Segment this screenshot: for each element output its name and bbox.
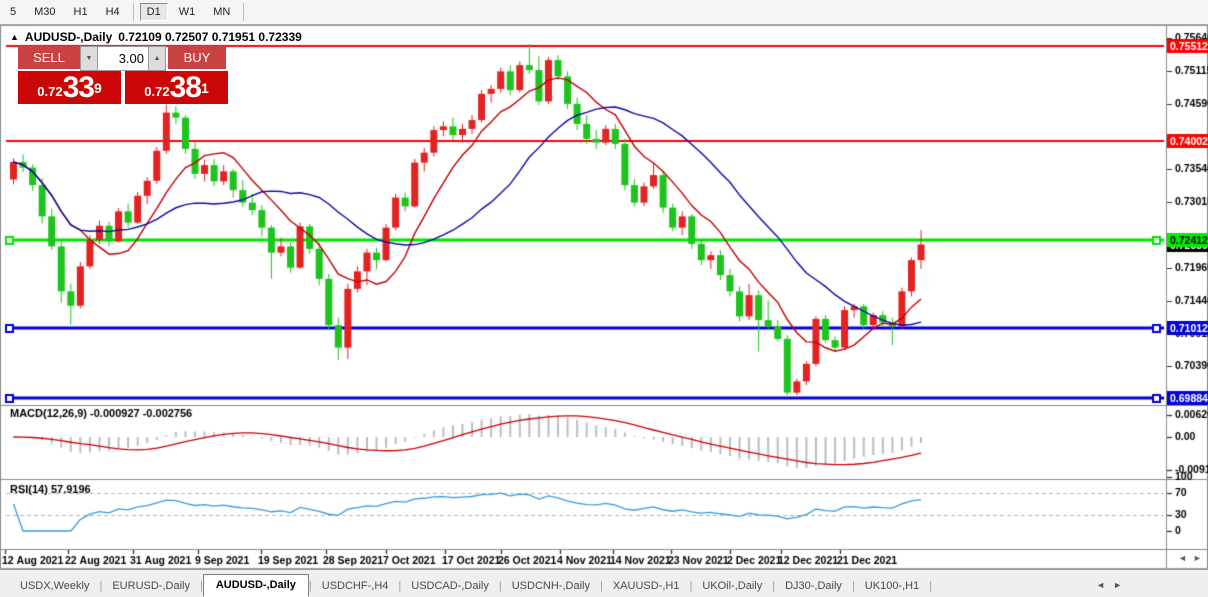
volume-input[interactable] [98,46,148,71]
buy-price-pips: 38 [169,71,202,104]
sell-button[interactable]: SELL [18,46,80,71]
tab-separator: | [689,580,693,592]
timeframe-button-h4[interactable]: H4 [105,6,120,18]
tab-separator: | [99,580,103,592]
collapse-indicator-icon[interactable]: ▲ [10,32,19,42]
timeframe-button-5[interactable]: 5 [10,6,17,18]
tab-separator: | [498,580,502,592]
toolbar-divider [243,3,245,21]
buy-price-prefix: 0.72 [144,84,170,99]
tab-usdcad-daily[interactable]: USDCAD-,Daily [411,580,489,592]
buy-price-point: 1 [200,80,209,96]
tabbar-scroll-right-icon[interactable]: ► [1113,580,1122,590]
symbol-tabbar: USDX,Weekly | EURUSD-,Daily | AUDUSD-,Daily |… [0,569,1208,597]
tab-separator: | [199,580,203,592]
tab-xauusd-h1[interactable]: XAUUSD-,H1 [612,580,680,592]
tab-ukoil-daily[interactable]: UKOil-,Daily [702,580,763,592]
one-click-trading-panel: SELL ▼ ▲ BUY 0.72 33 9 0.72 38 1 [18,46,228,104]
timeframe-button-w1[interactable]: W1 [178,6,196,18]
tab-separator: | [772,580,776,592]
tab-usdcnh-daily[interactable]: USDCNH-,Daily [511,580,590,592]
buy-button[interactable]: BUY [168,46,226,71]
chart-header: ▲ AUDUSD-,Daily 0.72109 0.72507 0.71951 … [10,30,302,44]
sell-price-prefix: 0.72 [37,84,63,99]
toolbar-divider [132,3,134,21]
chart-scroll-arrows: ◄ ► [1178,553,1202,563]
tab-separator: | [599,580,603,592]
chart-symbol-label: AUDUSD-,Daily [24,30,113,44]
chart-scroll-right-icon[interactable]: ► [1192,553,1202,563]
tab-separator: | [851,580,855,592]
timeframe-button-m30[interactable]: M30 [34,6,56,18]
sell-price-point: 9 [93,80,102,96]
tab-usdx-weekly[interactable]: USDX,Weekly [20,580,90,592]
volume-increase-button[interactable]: ▲ [148,46,166,71]
timeframe-button-d1[interactable]: D1 [139,3,168,21]
tabbar-scroll-arrows: ◄ ► [1096,580,1122,590]
tab-usdchf-h4[interactable]: USDCHF-,H4 [321,580,389,592]
timeframe-button-h1[interactable]: H1 [73,6,88,18]
chart-ohlc-values: 0.72109 0.72507 0.71951 0.72339 [118,30,302,44]
tab-separator: | [398,580,402,592]
tab-separator: | [929,580,933,592]
volume-decrease-button[interactable]: ▼ [80,46,98,71]
tab-separator: | [308,580,312,592]
chart-scroll-left-icon[interactable]: ◄ [1178,553,1187,563]
sell-price-display[interactable]: 0.72 33 9 [18,71,121,104]
tab-audusd-daily[interactable]: AUDUSD-,Daily [202,574,309,597]
sell-price-pips: 33 [62,71,95,104]
tab-eurusd-daily[interactable]: EURUSD-,Daily [112,580,190,592]
buy-price-display[interactable]: 0.72 38 1 [125,71,228,104]
timeframe-toolbar: 5 M30 H1 H4 D1 W1 MN [0,0,1208,25]
tab-dj30-daily[interactable]: DJ30-,Daily [785,580,842,592]
tab-uk100-h1[interactable]: UK100-,H1 [864,580,920,592]
tabbar-scroll-left-icon[interactable]: ◄ [1096,580,1106,590]
timeframe-button-mn[interactable]: MN [213,6,231,18]
